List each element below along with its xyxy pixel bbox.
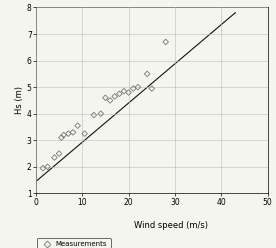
Point (131, 87, 136, 91)
Legend: Measurements, Fit: Measurements, Fit (37, 238, 111, 248)
Point (75, 124, 80, 128)
Point (82, 132, 87, 136)
Point (113, 94, 117, 98)
Text: Wind speed (m/s): Wind speed (m/s) (134, 221, 208, 230)
Point (92, 113, 96, 117)
Y-axis label: Hs (m): Hs (m) (15, 87, 24, 114)
Point (126, 91, 131, 94)
Point (117, 92, 121, 96)
Point (150, 87, 154, 91)
Point (99, 112, 103, 116)
Point (163, 40, 168, 44)
Point (45, 165, 50, 169)
Point (57, 152, 61, 155)
Point (122, 89, 126, 93)
Point (108, 98, 112, 102)
Point (59, 136, 63, 140)
Point (71, 130, 75, 134)
Point (66, 132, 71, 136)
Point (136, 85, 140, 89)
Point (62, 133, 66, 137)
Point (145, 72, 149, 76)
Point (103, 96, 108, 100)
Point (41, 166, 45, 170)
Point (52, 155, 57, 159)
